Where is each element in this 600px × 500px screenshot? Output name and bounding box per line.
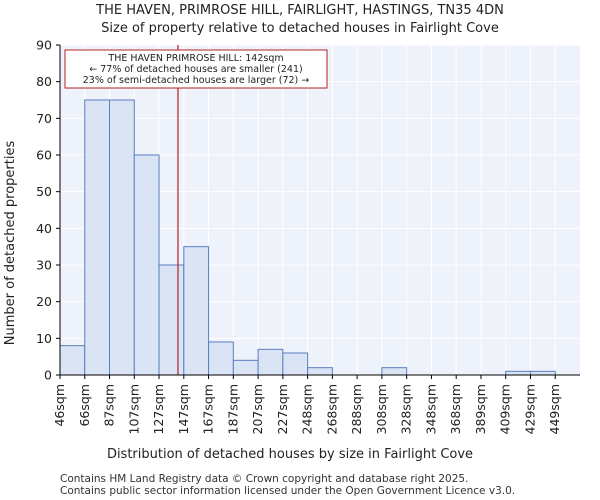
y-tick-label: 90 [36,38,52,53]
x-tick-label: 348sqm [423,384,438,434]
x-axis-label: Distribution of detached houses by size … [107,447,473,462]
y-axis-label: Number of detached properties [3,141,18,346]
x-tick-label: 46sqm [52,384,67,427]
footer-line-2: Contains public sector information licen… [60,485,515,497]
chart-title: THE HAVEN, PRIMROSE HILL, FAIRLIGHT, HAS… [95,3,504,18]
x-tick-label: 328sqm [399,384,414,434]
bar-147sqm [183,246,210,376]
x-tick-label: 308sqm [374,384,389,434]
x-tick-label: 389sqm [473,384,488,434]
y-tick-label: 20 [36,294,52,309]
bar-87sqm [109,99,135,376]
x-tick-label: 268sqm [324,384,339,434]
x-tick-label: 167sqm [201,384,216,434]
x-tick-label: 368sqm [448,384,463,434]
bar-167sqm [208,341,234,376]
y-tick-label: 10 [36,331,52,346]
bar-46sqm [59,345,86,376]
y-tick-label: 70 [36,111,52,126]
x-tick-label: 429sqm [522,384,537,434]
y-tick-label: 40 [36,221,52,236]
x-tick-label: 409sqm [498,384,513,434]
x-tick-label: 147sqm [176,384,191,434]
annotation-line-1: THE HAVEN PRIMROSE HILL: 142sqm [107,53,283,64]
y-tick-labels: 0 10 20 30 40 50 60 70 80 90 [36,38,60,383]
x-tick-labels: 46sqm 66sqm 87sqm 107sqm 127sqm 147sqm 167sqm 1… [52,375,562,434]
x-tick-label: 449sqm [547,384,562,434]
annotation-line-2: ← 77% of detached houses are smaller (24… [89,64,302,75]
bar-308sqm [381,367,408,376]
bar-187sqm [232,359,259,376]
bar-207sqm [257,348,284,376]
chart-subtitle: Size of property relative to detached ho… [101,21,499,36]
bar-107sqm [133,154,160,376]
bars [59,99,556,376]
annotation-line-3: 23% of semi-detached houses are larger (… [83,75,310,86]
y-tick-label: 0 [44,368,52,383]
bar-429sqm [529,370,556,376]
x-tick-label: 187sqm [225,384,240,434]
x-tick-label: 227sqm [275,384,290,434]
y-tick-label: 50 [36,184,52,199]
bar-66sqm [84,99,111,376]
x-tick-label: 248sqm [300,384,315,434]
y-tick-label: 30 [36,258,52,273]
x-tick-label: 288sqm [349,384,364,434]
bar-248sqm [307,367,333,376]
bar-127sqm [158,264,185,376]
x-tick-label: 107sqm [126,384,141,434]
x-tick-label: 87sqm [102,384,117,427]
bar-409sqm [505,370,531,376]
y-tick-label: 60 [36,148,52,163]
footer-line-1: Contains HM Land Registry data © Crown c… [60,473,468,485]
x-tick-label: 66sqm [77,384,92,427]
annotation-box: THE HAVEN PRIMROSE HILL: 142sqm ← 77% of… [64,49,328,89]
y-tick-label: 80 [36,74,52,89]
x-tick-label: 207sqm [250,384,265,434]
bar-227sqm [282,352,309,376]
x-tick-label: 127sqm [151,384,166,434]
annotation-border [64,49,328,89]
